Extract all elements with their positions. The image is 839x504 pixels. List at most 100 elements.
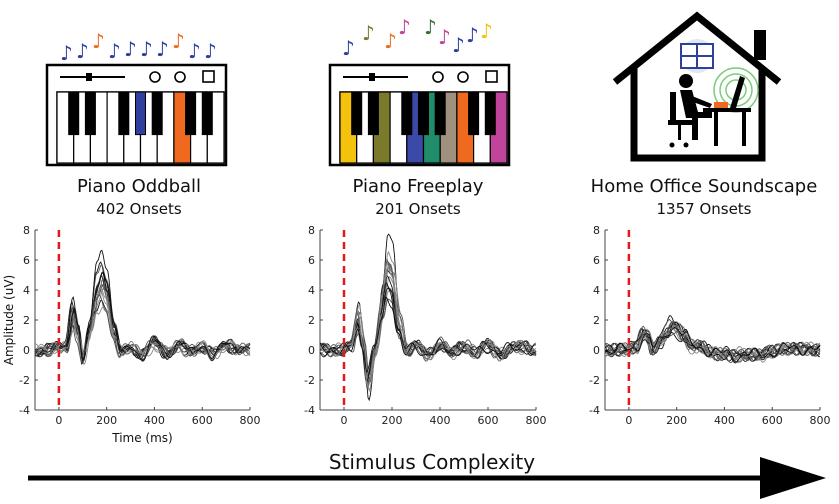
- erp-trace: [319, 296, 536, 374]
- erp-trace: [319, 261, 537, 388]
- x-tick-label: 800: [526, 414, 547, 427]
- svg-text:♪: ♪: [452, 33, 465, 57]
- panel-2-subtitle: 201 Onsets: [375, 200, 461, 218]
- black-key: [434, 91, 446, 136]
- x-tick-label: 400: [430, 414, 451, 427]
- svg-text:♪: ♪: [480, 19, 493, 43]
- y-tick-label: 0: [23, 344, 30, 357]
- y-tick-label: 2: [23, 314, 30, 327]
- x-tick-label: 600: [478, 414, 499, 427]
- svg-text:♪: ♪: [108, 39, 121, 63]
- music-notes: ♪ ♪ ♪ ♪ ♪ ♪ ♪ ♪ ♪ ♪: [60, 29, 217, 65]
- y-tick-label: -4: [304, 404, 315, 417]
- svg-text:♪: ♪: [156, 37, 169, 61]
- panel-3-title: Home Office Soundscape: [591, 176, 818, 197]
- y-tick-label: -4: [19, 404, 30, 417]
- y-tick-label: -2: [589, 374, 600, 387]
- erp-trace: [319, 261, 537, 390]
- black-key: [134, 91, 147, 136]
- erp-trace: [319, 259, 537, 390]
- erp-trace: [319, 233, 537, 402]
- panel-2-title: Piano Freeplay: [353, 176, 484, 197]
- colored-music-notes: ♪♪ ♪♪ ♪ ♪ ♪ ♪ ♪: [342, 15, 493, 60]
- erp-trace: [319, 275, 537, 386]
- y-tick-label: 2: [593, 314, 600, 327]
- black-key: [118, 91, 130, 136]
- erp-trace: [34, 306, 251, 359]
- stimulus-complexity-label: Stimulus Complexity: [329, 450, 535, 474]
- x-tick-label: 600: [762, 414, 783, 427]
- panel-3-subtitle: 1357 Onsets: [657, 200, 752, 218]
- erp-trace: [319, 268, 537, 385]
- home-office-icon: [612, 11, 782, 162]
- x-tick-label: 200: [96, 414, 117, 427]
- y-tick-label: 4: [308, 284, 315, 297]
- black-key: [484, 91, 496, 136]
- black-key: [351, 91, 363, 136]
- x-tick-label: 800: [810, 414, 831, 427]
- x-axis-label: Time (ms): [111, 431, 173, 445]
- y-tick-label: 8: [23, 224, 30, 237]
- panel-1-subtitle: 402 Onsets: [96, 200, 182, 218]
- black-key: [84, 91, 96, 136]
- black-key: [401, 91, 413, 136]
- svg-text:♪: ♪: [384, 29, 397, 53]
- person-at-desk: [668, 74, 751, 148]
- y-tick-label: 2: [308, 314, 315, 327]
- piano-keyboard-colored-icon: ♪♪ ♪♪ ♪ ♪ ♪ ♪ ♪: [328, 15, 511, 167]
- svg-text:♪: ♪: [140, 37, 153, 61]
- y-tick-label: 0: [308, 344, 315, 357]
- erp-trace: [319, 290, 537, 375]
- x-tick-label: 0: [55, 414, 62, 427]
- y-tick-label: 4: [23, 284, 30, 297]
- svg-text:♪: ♪: [204, 39, 217, 63]
- svg-text:♪: ♪: [466, 23, 479, 47]
- piano-keyboard-icon: ♪ ♪ ♪ ♪ ♪ ♪ ♪ ♪ ♪ ♪: [45, 29, 228, 167]
- y-tick-label: 6: [593, 254, 600, 267]
- y-tick-label: 6: [308, 254, 315, 267]
- x-tick-label: 400: [714, 414, 735, 427]
- y-tick-label: 6: [23, 254, 30, 267]
- y-axis-label: Amplitude (uV): [2, 275, 16, 366]
- black-key: [151, 91, 163, 136]
- erp-trace: [319, 276, 537, 383]
- erp-trace: [319, 281, 537, 384]
- y-tick-label: 8: [308, 224, 315, 237]
- chart-home-office: -4 -2 0 2 4 6 8 0 200 400 600 800: [589, 224, 830, 427]
- y-tick-label: 8: [593, 224, 600, 237]
- chart-piano-oddball: -4 -2 0 2 4 6 8 0 200 400 600 800 Time (ms) Amplitude…: [2, 224, 261, 445]
- y-tick-label: 0: [593, 344, 600, 357]
- black-key: [367, 91, 379, 136]
- svg-text:♪: ♪: [92, 29, 105, 53]
- black-key: [68, 91, 80, 136]
- black-key: [417, 91, 430, 136]
- svg-text:♪: ♪: [60, 41, 73, 65]
- y-tick-label: 4: [593, 284, 600, 297]
- black-key: [468, 91, 480, 136]
- erp-trace: [319, 263, 537, 385]
- x-tick-label: 600: [192, 414, 213, 427]
- svg-text:♪: ♪: [438, 25, 451, 49]
- svg-text:♪: ♪: [124, 37, 137, 61]
- svg-text:♪: ♪: [398, 15, 411, 39]
- svg-text:♪: ♪: [424, 15, 437, 39]
- erp-trace: [319, 250, 537, 393]
- svg-text:♪: ♪: [76, 39, 89, 63]
- svg-text:♪: ♪: [362, 21, 375, 45]
- svg-text:♪: ♪: [172, 29, 185, 53]
- svg-text:♪: ♪: [342, 36, 355, 60]
- y-tick-label: -4: [589, 404, 600, 417]
- erp-trace: [319, 284, 537, 380]
- erp-trace: [34, 249, 251, 363]
- x-tick-label: 800: [240, 414, 261, 427]
- y-tick-label: -2: [304, 374, 315, 387]
- erp-trace: [604, 327, 821, 363]
- erp-trace: [319, 287, 537, 378]
- black-key: [185, 91, 197, 136]
- erp-trace: [34, 270, 251, 361]
- x-tick-label: 0: [341, 414, 348, 427]
- window-icon: [680, 39, 714, 73]
- svg-text:♪: ♪: [188, 39, 201, 63]
- stimulus-complexity-arrow: [28, 457, 826, 499]
